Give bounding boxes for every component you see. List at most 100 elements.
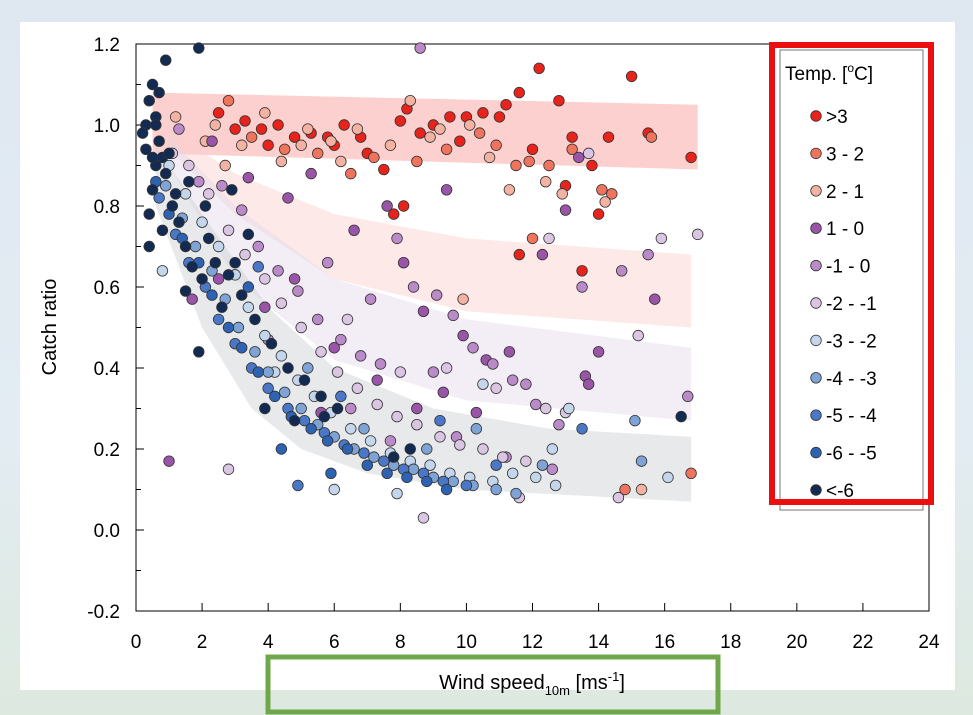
data-point bbox=[510, 487, 522, 500]
data-point bbox=[460, 479, 473, 492]
data-point bbox=[351, 123, 364, 135]
data-point bbox=[259, 301, 271, 313]
data-point bbox=[328, 342, 340, 354]
data-point bbox=[222, 463, 235, 475]
data-point bbox=[381, 467, 393, 480]
data-point bbox=[543, 232, 555, 245]
data-point bbox=[269, 390, 281, 403]
data-point bbox=[150, 119, 162, 131]
data-point bbox=[163, 147, 175, 160]
y-tick-label: -0.2 bbox=[87, 602, 120, 623]
data-point bbox=[318, 410, 331, 423]
data-point bbox=[556, 188, 568, 200]
data-point bbox=[292, 479, 304, 492]
y-tick-label: 1.0 bbox=[94, 116, 120, 137]
legend-highlight-box bbox=[769, 42, 934, 505]
data-point bbox=[193, 346, 205, 358]
data-point bbox=[454, 135, 466, 147]
data-point bbox=[543, 159, 555, 172]
data-point bbox=[222, 321, 235, 334]
data-point bbox=[430, 289, 443, 301]
data-point bbox=[348, 224, 360, 237]
data-point bbox=[424, 131, 436, 143]
data-point bbox=[331, 366, 344, 378]
data-point bbox=[440, 143, 453, 156]
data-point bbox=[295, 321, 307, 334]
legend-entries: >3 3 - 2 2 - 1 1 - 0 -1 - 0 -2 - -1 -3 - -2 -4 … bbox=[810, 107, 877, 502]
data-point bbox=[417, 512, 430, 524]
legend-marker bbox=[810, 334, 822, 347]
data-point bbox=[146, 78, 159, 91]
data-point bbox=[331, 402, 344, 415]
x-tick-label: 8 bbox=[395, 632, 406, 653]
legend: Temp. [oC] >3 3 - 2 2 - 1 1 - 0 -1 - 0 -2 - -… bbox=[779, 49, 924, 511]
data-point bbox=[153, 192, 165, 204]
x-tick-label: 10 bbox=[456, 632, 477, 653]
data-point bbox=[341, 443, 354, 455]
y-tick-label: 0.0 bbox=[94, 521, 120, 542]
data-point bbox=[341, 313, 354, 326]
data-point bbox=[249, 346, 261, 358]
data-point bbox=[292, 285, 304, 297]
x-tick-label: 22 bbox=[852, 632, 873, 653]
data-point bbox=[384, 139, 397, 151]
data-point bbox=[252, 261, 264, 273]
data-point bbox=[464, 119, 476, 131]
data-point bbox=[153, 135, 165, 147]
data-point bbox=[655, 232, 668, 245]
x-tick-label: 0 bbox=[131, 632, 142, 653]
data-point bbox=[424, 459, 436, 471]
data-point bbox=[345, 423, 357, 435]
data-point bbox=[566, 143, 578, 156]
data-point bbox=[530, 471, 542, 484]
data-point bbox=[632, 329, 644, 342]
data-point bbox=[662, 471, 674, 484]
data-point bbox=[391, 410, 403, 423]
data-point bbox=[143, 94, 155, 107]
legend-label: -2 - -1 bbox=[826, 294, 877, 315]
legend-marker bbox=[810, 446, 822, 459]
y-tick-label: 0.4 bbox=[94, 359, 121, 380]
data-point bbox=[599, 196, 611, 208]
data-point bbox=[500, 99, 512, 111]
y-tick-label: 1.2 bbox=[94, 35, 120, 56]
data-point bbox=[388, 208, 400, 220]
data-point bbox=[645, 131, 658, 143]
data-point bbox=[540, 175, 552, 188]
data-point bbox=[302, 362, 314, 374]
data-point bbox=[242, 228, 255, 241]
data-point bbox=[457, 329, 469, 342]
data-point bbox=[262, 366, 274, 378]
data-point bbox=[434, 431, 446, 443]
data-point bbox=[586, 159, 598, 172]
data-point bbox=[530, 398, 542, 411]
data-point bbox=[255, 123, 268, 135]
data-point bbox=[467, 342, 479, 354]
data-point bbox=[239, 115, 251, 127]
legend-marker bbox=[810, 147, 822, 160]
data-point bbox=[381, 200, 393, 212]
data-point bbox=[394, 115, 407, 127]
data-point bbox=[173, 123, 185, 135]
x-tick-label: 4 bbox=[263, 632, 274, 653]
data-point bbox=[364, 435, 377, 447]
data-point bbox=[582, 147, 595, 160]
data-point bbox=[222, 269, 235, 281]
data-point bbox=[335, 155, 347, 168]
data-point bbox=[242, 301, 255, 313]
data-point bbox=[136, 127, 149, 139]
data-point bbox=[411, 155, 423, 168]
data-point bbox=[364, 293, 377, 305]
data-point bbox=[196, 216, 208, 228]
data-point bbox=[325, 135, 337, 147]
data-point bbox=[282, 192, 294, 204]
data-point bbox=[262, 139, 274, 151]
data-point bbox=[506, 374, 519, 386]
data-point bbox=[391, 487, 403, 500]
data-point bbox=[394, 366, 407, 378]
data-point bbox=[262, 382, 274, 394]
x-tick-label: 20 bbox=[786, 632, 807, 653]
data-point bbox=[249, 313, 261, 326]
data-point bbox=[160, 54, 172, 66]
data-point bbox=[629, 414, 641, 427]
